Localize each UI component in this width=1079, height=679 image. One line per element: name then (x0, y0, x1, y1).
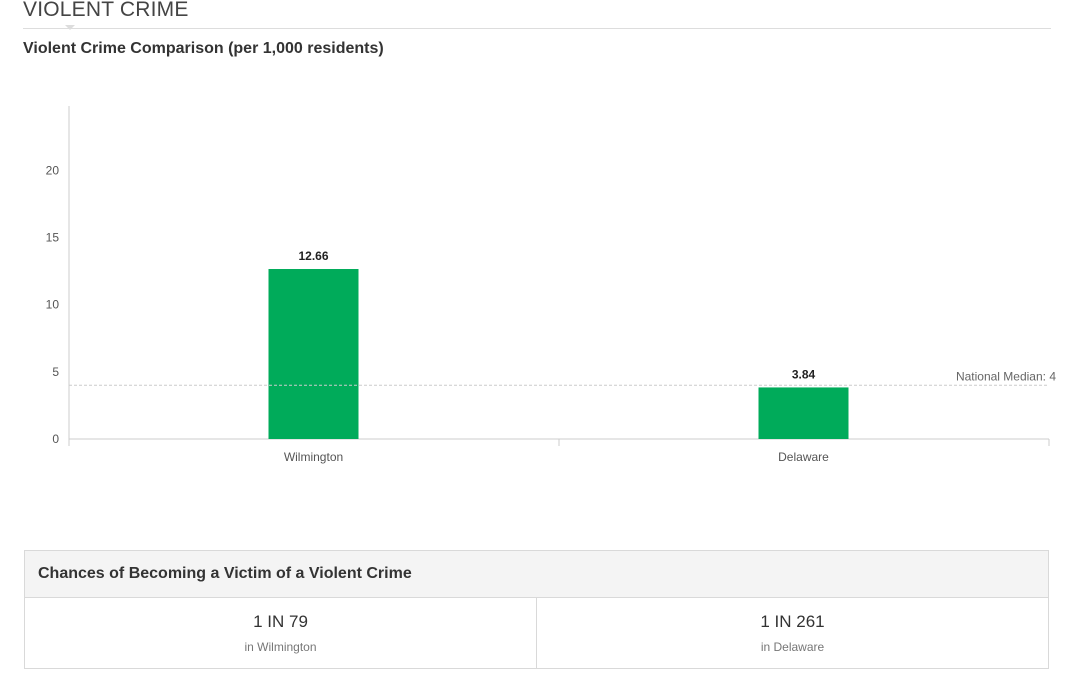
y-tick-label: 20 (46, 163, 60, 177)
chart-title: Violent Crime Comparison (per 1,000 resi… (23, 40, 384, 57)
section-caret (65, 25, 75, 30)
victim-chances-row: 1 IN 79 in Wilmington 1 IN 261 in Delawa… (25, 598, 1048, 668)
chance-value: 1 IN 79 (253, 612, 308, 631)
bar-value-label: 12.66 (298, 249, 328, 263)
y-tick-label: 0 (52, 432, 59, 446)
victim-chances-title: Chances of Becoming a Victim of a Violen… (25, 551, 1048, 598)
chance-place: in Delaware (760, 640, 825, 654)
section-title: VIOLENT CRIME (23, 0, 189, 21)
chance-cell-wilmington: 1 IN 79 in Wilmington (25, 598, 536, 668)
x-category-label: Wilmington (284, 450, 343, 464)
x-category-label: Delaware (778, 450, 829, 464)
victim-chances-panel: Chances of Becoming a Victim of a Violen… (24, 550, 1049, 669)
bar-wilmington (268, 269, 359, 439)
chance-value: 1 IN 261 (760, 612, 825, 631)
section-header: VIOLENT CRIME (23, 0, 1051, 30)
chance-cell-delaware: 1 IN 261 in Delaware (536, 598, 1048, 668)
bar-chart: 0 5 10 15 20 12.66 Wilmington 3.84 Delaware Natio… (46, 106, 1056, 464)
bar-delaware (758, 387, 849, 439)
y-tick-label: 5 (52, 365, 59, 379)
bar-value-label: 3.84 (792, 367, 816, 381)
y-tick-label: 10 (46, 298, 60, 312)
y-tick-label: 15 (46, 231, 60, 245)
chance-place: in Wilmington (244, 640, 317, 654)
national-median-label: National Median: 4 (956, 369, 1056, 383)
